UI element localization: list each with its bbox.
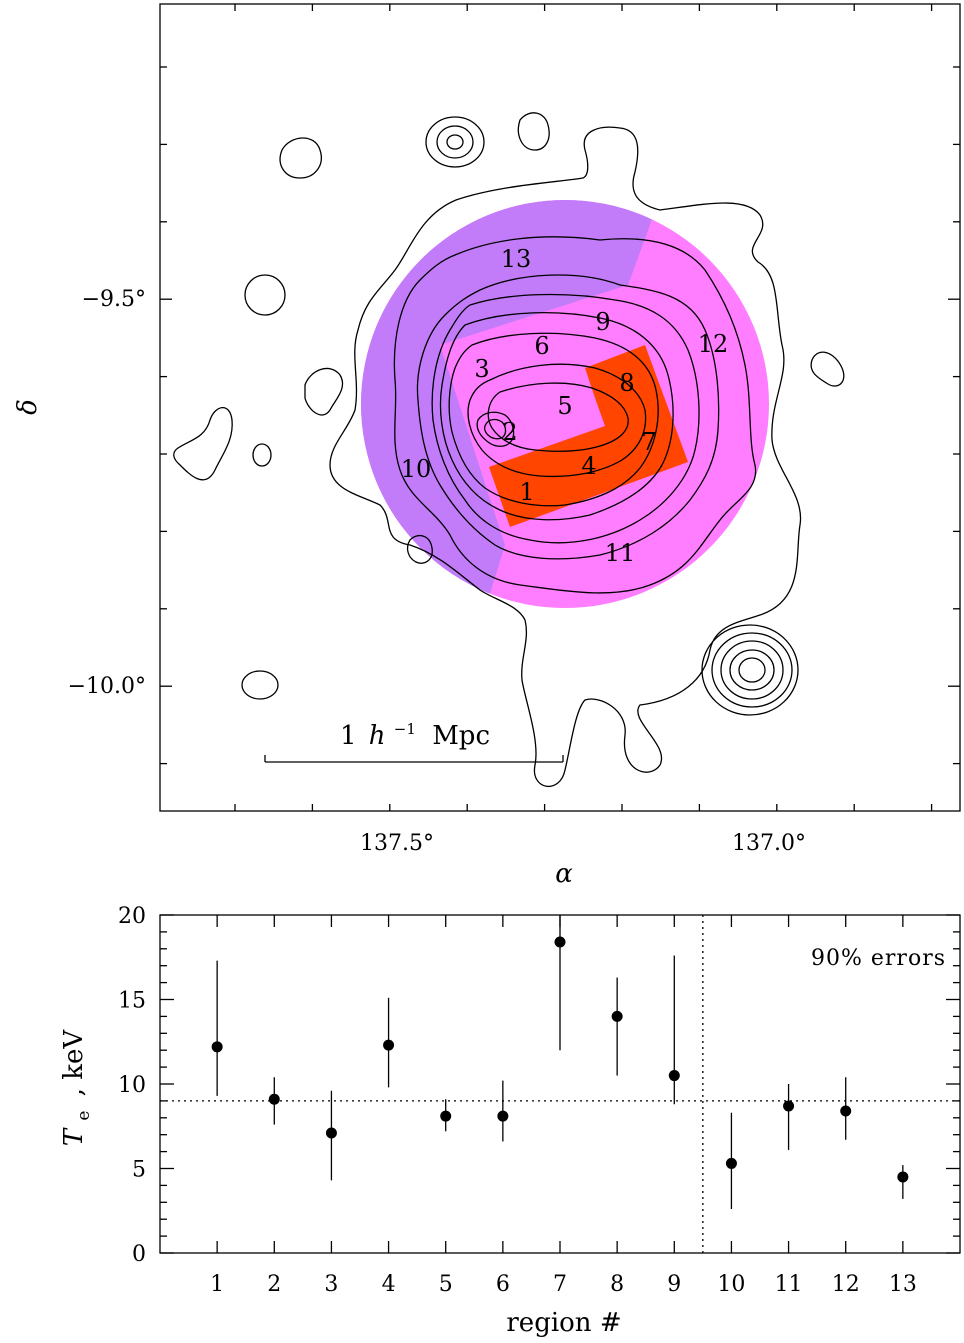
point-source-se-1 xyxy=(701,624,799,716)
data-point-region-2 xyxy=(268,1093,280,1105)
chart-x-tick-label-5: 5 xyxy=(439,1272,453,1297)
blob-w-1 xyxy=(244,274,286,316)
chart-x-tick-label-6: 6 xyxy=(496,1272,510,1297)
chart-x-tick-label-9: 9 xyxy=(667,1272,681,1297)
region-label-12: 12 xyxy=(698,330,729,358)
hot-central-region xyxy=(489,345,688,527)
region-labels: 1 2 3 4 5 6 7 8 9 10 11 12 13 xyxy=(401,245,729,567)
chart-x-tick-label-10: 10 xyxy=(717,1272,745,1297)
data-point-region-4 xyxy=(383,1039,395,1051)
y-tick-labels: 0 5 10 15 20 xyxy=(118,904,146,1267)
blob-sw-1 xyxy=(406,534,433,564)
chart-x-axis-label: region # xyxy=(506,1308,621,1338)
contour-10 xyxy=(484,418,507,440)
region-label-8: 8 xyxy=(619,369,634,397)
point-source-north-2 xyxy=(436,125,474,159)
contour-3 xyxy=(416,274,720,560)
region-label-4: 4 xyxy=(581,452,596,480)
point-source-se-3 xyxy=(720,640,784,700)
chart-x-tick-label-13: 13 xyxy=(889,1272,917,1297)
contour-9 xyxy=(476,411,515,447)
blob-e-1 xyxy=(810,351,845,387)
data-point-region-1 xyxy=(211,1041,223,1053)
chart-y-tick-label-15: 15 xyxy=(118,989,146,1014)
surface-brightness-contours xyxy=(173,112,845,787)
data-points xyxy=(211,936,909,1183)
region-shading xyxy=(361,200,769,608)
chart-x-tick-label-12: 12 xyxy=(832,1272,860,1297)
scale-bar: 1 h −1 Mpc xyxy=(264,711,564,763)
data-point-region-5 xyxy=(440,1110,452,1122)
chart-x-tick-label-1: 1 xyxy=(210,1272,224,1297)
blob-w-2 xyxy=(304,367,344,416)
data-point-region-12 xyxy=(840,1105,852,1117)
region-label-5: 5 xyxy=(557,392,572,420)
blob-w-4 xyxy=(252,443,272,467)
x-tick-labels: 1 2 3 4 5 6 7 8 9 10 11 12 13 xyxy=(210,1272,917,1297)
blob-w-3 xyxy=(173,406,233,481)
blob-nw-1 xyxy=(279,137,322,179)
region-label-7: 7 xyxy=(641,428,656,456)
data-point-region-9 xyxy=(668,1070,680,1082)
data-point-region-7 xyxy=(554,936,566,948)
point-source-se-4 xyxy=(729,649,775,691)
region-label-6: 6 xyxy=(534,332,549,360)
contour-outer xyxy=(329,126,802,787)
map-y-axis-label: δ xyxy=(13,399,43,415)
blob-sw-2 xyxy=(241,670,279,700)
region-label-13: 13 xyxy=(501,245,532,273)
region-label-10: 10 xyxy=(401,455,432,483)
contour-8 xyxy=(487,382,629,452)
chart-y-tick-label-5: 5 xyxy=(132,1158,146,1183)
region-label-2: 2 xyxy=(502,418,517,446)
error-bars xyxy=(216,915,904,1210)
data-point-region-10 xyxy=(725,1157,737,1169)
map-x-tick-1375: 137.5° xyxy=(360,831,434,856)
map-y-tick-95: −9.5° xyxy=(82,287,146,312)
chart-y-tick-label-10: 10 xyxy=(118,1073,146,1098)
errors-note: 90% errors xyxy=(811,946,946,971)
map-x-tick-1370: 137.0° xyxy=(732,831,806,856)
data-point-region-8 xyxy=(611,1010,623,1022)
point-source-se-2 xyxy=(711,632,793,708)
region-label-11: 11 xyxy=(605,539,636,567)
point-source-north-3 xyxy=(446,134,464,150)
chart-x-tick-label-7: 7 xyxy=(553,1272,567,1297)
chart-x-tick-label-8: 8 xyxy=(610,1272,624,1297)
contour-7 xyxy=(467,363,647,478)
contour-5 xyxy=(439,312,674,521)
chart-y-axis-label: T e , keV xyxy=(59,1029,96,1147)
contour-6 xyxy=(448,332,659,507)
chart-x-tick-label-11: 11 xyxy=(775,1272,803,1297)
blob-n-2 xyxy=(517,112,550,151)
data-point-region-3 xyxy=(325,1127,337,1139)
map-y-tick-100: −10.0° xyxy=(68,674,146,699)
scale-bar-label: 1 h −1 Mpc xyxy=(340,711,490,751)
point-source-se-5 xyxy=(738,657,766,683)
point-source-north xyxy=(425,116,485,168)
chart-y-tick-label-20: 20 xyxy=(118,904,146,929)
contour-4 xyxy=(431,293,700,544)
data-point-region-6 xyxy=(497,1110,509,1122)
contour-map-panel: 1 2 3 4 5 6 7 8 9 10 11 12 13 1 h −1 Mpc xyxy=(13,3,961,889)
data-point-region-13 xyxy=(897,1171,909,1183)
map-x-axis-label: α xyxy=(555,859,573,889)
data-point-region-11 xyxy=(783,1100,795,1112)
chart-x-tick-label-3: 3 xyxy=(324,1272,338,1297)
chart-x-tick-label-2: 2 xyxy=(267,1272,281,1297)
contour-2 xyxy=(393,236,757,594)
region-label-3: 3 xyxy=(474,355,489,383)
chart-y-tick-label-0: 0 xyxy=(132,1242,146,1267)
outer-west-region xyxy=(361,200,660,608)
region-label-9: 9 xyxy=(595,308,610,336)
map-ticks xyxy=(160,4,960,811)
chart-ticks xyxy=(160,914,960,1254)
chart-x-tick-label-4: 4 xyxy=(382,1272,396,1297)
region-label-1: 1 xyxy=(519,478,534,506)
map-frame xyxy=(159,3,961,812)
